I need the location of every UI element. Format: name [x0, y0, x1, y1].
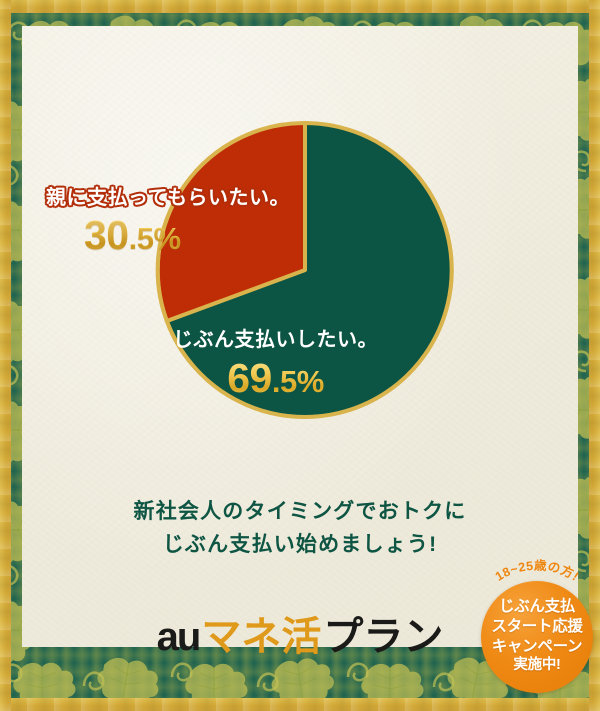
campaign-badge-line-3: キャンペーン [491, 637, 583, 655]
border-strip-bottom [0, 698, 600, 711]
badge-arc-label: 18~25歳の方! [493, 558, 582, 584]
brand-logo-mane: マネ活 [201, 615, 322, 659]
pie-chart [155, 120, 455, 420]
brand-logo-plan: プラン [323, 615, 444, 659]
border-strip-top [0, 0, 600, 13]
tagline-line-1: 新社会人のタイミングでおトクに [133, 500, 467, 523]
campaign-badge-line-2: スタート応援 [491, 617, 583, 635]
pie-chart-svg [155, 120, 454, 419]
border-strip-right [589, 0, 600, 711]
campaign-badge-line-4: 実施中! [513, 657, 561, 674]
tagline-line-2: じぶん支払い始めましょう! [162, 532, 438, 556]
campaign-badge[interactable]: じぶん支払 スタート応援 キャンペーン 実施中! [481, 581, 593, 693]
campaign-badge-line-1: じぶん支払 [498, 598, 575, 615]
brand-logo: auマネ活プラン [0, 604, 600, 662]
tagline: 新社会人のタイミングでおトクに じぶん支払い始めましょう! [0, 496, 600, 561]
border-strip-left [0, 0, 11, 711]
pie-outline-ring [156, 121, 454, 419]
badge-arc-textpath: 18~25歳の方! [493, 558, 581, 584]
badge-arc-text: 18~25歳の方! [493, 558, 582, 584]
campaign-badge-lines: じぶん支払 スタート応援 キャンペーン 実施中! [481, 597, 593, 675]
brand-logo-au: au [156, 615, 202, 659]
